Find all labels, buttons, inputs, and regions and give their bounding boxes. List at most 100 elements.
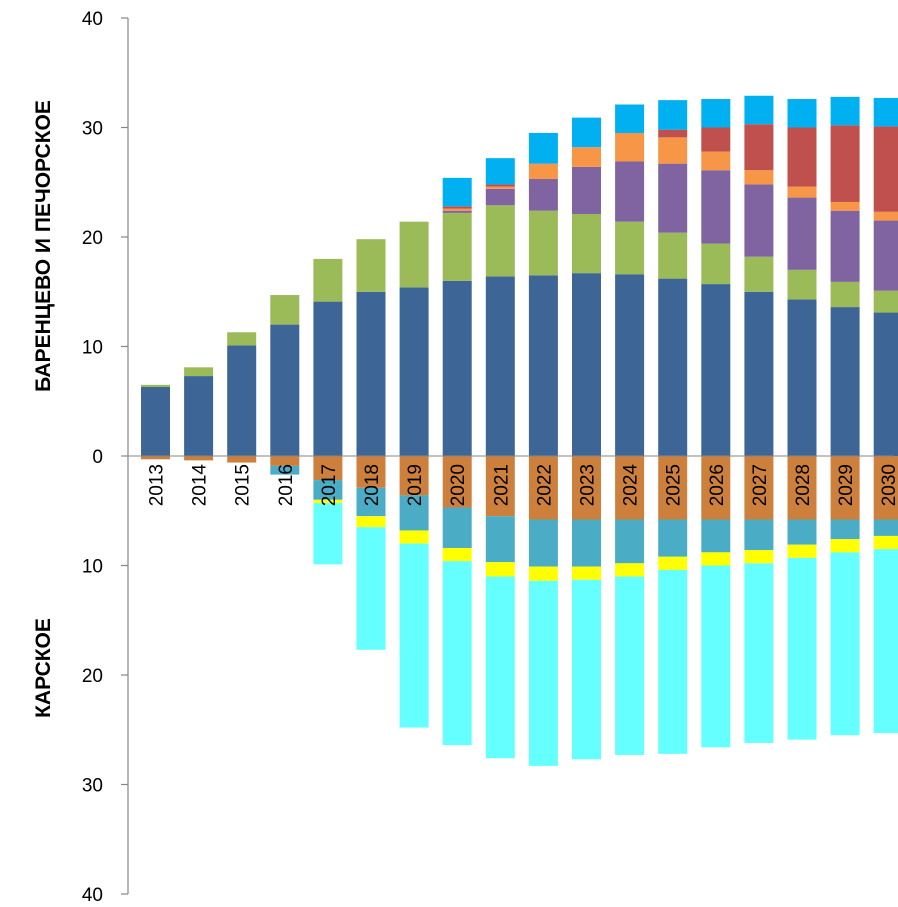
bar-top-s1-2025 — [658, 232, 688, 279]
bar-top-s3-2026 — [701, 151, 731, 171]
bar-top-s1-2020 — [442, 212, 472, 281]
bar-bottom-s0-2014 — [184, 456, 214, 461]
bar-top-s5-2025 — [658, 100, 688, 130]
bar-bottom-s3-2021 — [485, 576, 515, 759]
bar-top-s1-2027 — [744, 256, 774, 292]
bar-top-s1-2022 — [528, 210, 558, 276]
bar-top-s0-2030 — [873, 312, 898, 456]
bar-bottom-s3-2028 — [787, 557, 817, 740]
bar-top-s1-2017 — [313, 258, 343, 302]
bar-bottom-s1-2026 — [701, 519, 731, 553]
x-category-label: 2018 — [362, 464, 383, 506]
bar-bottom-s0-2022 — [528, 456, 558, 520]
x-category-label: 2015 — [233, 464, 254, 506]
bar-bottom-s1-2029 — [830, 519, 860, 540]
bar-top-s0-2028 — [787, 299, 817, 456]
bar-bottom-s0-2015 — [227, 456, 257, 463]
y-tick-label: 30 — [82, 776, 103, 797]
bar-top-s3-2020 — [442, 208, 472, 211]
bar-top-s4-2021 — [485, 184, 515, 187]
y-axis-title-top: БАРЕНЦЕВО И ПЕЧОРСКОЕ — [32, 100, 55, 392]
bar-bottom-s0-2028 — [787, 456, 817, 520]
bar-bottom-s1-2016 — [270, 465, 300, 475]
bar-bottom-s2-2017 — [313, 499, 343, 504]
bar-bottom-s3-2025 — [658, 569, 688, 754]
bar-top-s0-2022 — [528, 275, 558, 456]
bar-top-s2-2030 — [873, 220, 898, 291]
bar-bottom-s2-2025 — [658, 556, 688, 570]
bar-top-s0-2013 — [141, 387, 170, 456]
bar-bottom-s2-2026 — [701, 552, 731, 566]
x-category-label: 2013 — [147, 464, 168, 506]
x-category-label: 2030 — [879, 464, 898, 506]
bar-top-s2-2024 — [615, 161, 645, 222]
bar-bottom-s2-2030 — [873, 535, 898, 550]
bar-top-s3-2028 — [787, 186, 817, 198]
bar-bottom-s2-2022 — [528, 566, 558, 581]
bar-top-s1-2019 — [399, 221, 429, 288]
bar-top-s1-2029 — [830, 281, 860, 308]
x-category-label: 2016 — [276, 464, 297, 506]
bar-top-s5-2022 — [528, 132, 558, 164]
y-tick-label: 40 — [82, 885, 103, 906]
bar-bottom-s1-2022 — [528, 519, 558, 567]
bar-bottom-s3-2026 — [701, 565, 731, 748]
bar-top-s1-2026 — [701, 243, 731, 285]
bar-bottom-s2-2020 — [442, 547, 472, 562]
bar-top-s4-2020 — [442, 206, 472, 209]
bar-bottom-s3-2024 — [615, 576, 645, 755]
bar-bottom-s0-2026 — [701, 456, 731, 520]
bar-top-s0-2016 — [270, 324, 300, 456]
bar-bottom-s1-2019 — [399, 495, 429, 531]
bar-top-s5-2029 — [830, 96, 860, 126]
x-category-label: 2025 — [664, 464, 685, 506]
x-category-label: 2029 — [836, 464, 857, 506]
bar-top-s4-2026 — [701, 127, 731, 152]
y-tick-label: 10 — [82, 557, 103, 578]
bar-top-s0-2021 — [485, 276, 515, 456]
bar-top-s2-2027 — [744, 184, 774, 257]
bar-bottom-s1-2020 — [442, 507, 472, 548]
bar-bottom-s1-2024 — [615, 519, 645, 564]
bar-top-s2-2020 — [442, 210, 472, 213]
bar-top-s0-2029 — [830, 307, 860, 456]
bar-top-s1-2014 — [184, 367, 214, 377]
bar-top-s4-2030 — [873, 126, 898, 212]
bar-bottom-s1-2027 — [744, 519, 774, 551]
bar-top-s5-2021 — [485, 158, 515, 185]
bar-top-s4-2027 — [744, 124, 774, 171]
bar-bottom-s2-2021 — [485, 562, 515, 577]
bar-top-s0-2023 — [572, 273, 601, 456]
bar-bottom-s1-2018 — [356, 487, 386, 517]
bar-top-s3-2021 — [485, 186, 515, 189]
bar-top-s3-2027 — [744, 170, 774, 185]
bar-bottom-s0-2024 — [615, 456, 645, 520]
bar-bottom-s1-2025 — [658, 519, 688, 557]
bar-top-s2-2026 — [701, 170, 731, 244]
x-category-label: 2020 — [448, 464, 469, 506]
bar-bottom-s0-2029 — [830, 456, 860, 520]
bar-top-s1-2028 — [787, 269, 817, 300]
bar-top-s0-2018 — [356, 291, 386, 456]
bar-top-s4-2025 — [658, 129, 688, 138]
bar-bottom-s3-2019 — [399, 543, 429, 728]
bar-bottom-s3-2029 — [830, 552, 860, 736]
bar-top-s3-2023 — [572, 147, 601, 167]
y-axis: 40 30 20 10 0 10 20 30 40 — [82, 9, 894, 906]
bar-bottom-s0-2016 — [270, 456, 300, 466]
bar-top-s4-2028 — [787, 127, 817, 187]
y-tick-label: 20 — [82, 666, 103, 687]
bar-top-s5-2026 — [701, 99, 731, 128]
bar-top-s0-2024 — [615, 274, 645, 456]
bar-top-s3-2029 — [830, 201, 860, 211]
bar-top-s3-2022 — [528, 163, 558, 179]
bar-bottom-s3-2030 — [873, 549, 898, 734]
bar-top-s1-2016 — [270, 295, 300, 325]
x-category-label: 2014 — [190, 464, 211, 507]
bar-bottom-s2-2028 — [787, 544, 817, 558]
bar-top-s0-2027 — [744, 291, 774, 456]
category-labels: 2013 2014 2015 2016 2017 2018 2019 2020 2021 2022… — [147, 464, 898, 507]
bar-bottom-s2-2019 — [399, 530, 429, 544]
